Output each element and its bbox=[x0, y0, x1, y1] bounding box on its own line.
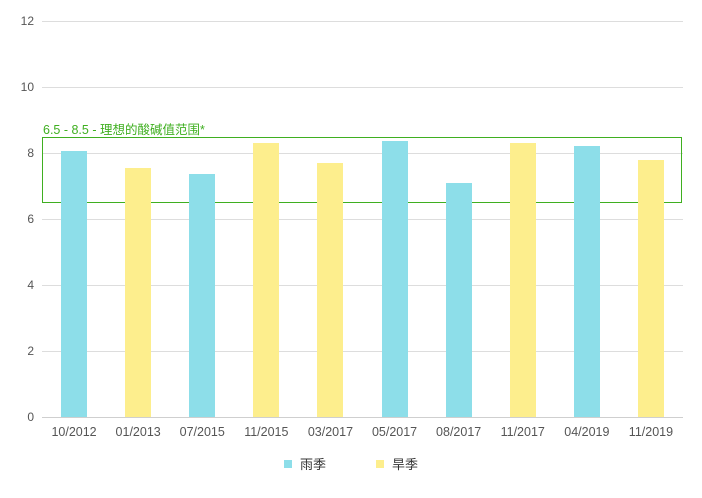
x-axis-line bbox=[42, 417, 683, 418]
y-axis-tick-label: 2 bbox=[27, 343, 34, 358]
y-axis-tick-label: 0 bbox=[27, 409, 34, 424]
x-axis-tick-label: 07/2015 bbox=[179, 425, 225, 439]
legend-label: 雨季 bbox=[299, 457, 326, 472]
bar-dry-season[interactable] bbox=[317, 162, 344, 417]
y-axis-tick-label: 6 bbox=[27, 211, 34, 226]
gridline bbox=[42, 153, 683, 154]
bar-rainy-season[interactable] bbox=[445, 182, 472, 417]
gridline bbox=[42, 87, 683, 88]
gridline bbox=[42, 21, 683, 22]
bar-dry-season[interactable] bbox=[637, 159, 664, 417]
legend-label: 旱季 bbox=[392, 457, 419, 472]
bar-dry-season[interactable] bbox=[509, 143, 536, 417]
y-axis-tick-label: 8 bbox=[27, 145, 34, 160]
gridline bbox=[42, 285, 683, 286]
ideal-ph-range-box bbox=[42, 136, 682, 203]
legend-item-dry-season[interactable]: 旱季 bbox=[376, 454, 418, 473]
bar-rainy-season[interactable] bbox=[189, 174, 216, 417]
bar-rainy-season[interactable] bbox=[381, 141, 408, 417]
x-axis-tick-label: 05/2017 bbox=[371, 425, 418, 439]
bar-rainy-season[interactable] bbox=[573, 146, 600, 417]
y-axis-tick-label: 12 bbox=[20, 13, 34, 28]
ideal-ph-range-label: 6.5 - 8.5 - 理想的酸碱值范围* bbox=[43, 122, 205, 137]
bar-dry-season[interactable] bbox=[253, 143, 280, 417]
bar-dry-season[interactable] bbox=[125, 167, 152, 417]
chart-legend: 雨季 旱季 bbox=[0, 454, 702, 473]
y-axis-tick-label: 10 bbox=[20, 79, 34, 94]
x-axis-tick-label: 03/2017 bbox=[307, 425, 354, 439]
x-axis-tick-label: 11/2015 bbox=[244, 425, 289, 439]
gridline bbox=[42, 219, 683, 220]
x-axis-tick-label: 11/2017 bbox=[500, 425, 545, 439]
bar-rainy-season[interactable] bbox=[61, 151, 88, 417]
legend-swatch-icon bbox=[376, 459, 384, 468]
gridline bbox=[42, 351, 683, 352]
x-axis-tick-label: 11/2019 bbox=[628, 425, 674, 439]
x-axis-tick-label: 10/2012 bbox=[51, 425, 97, 439]
legend-swatch-icon bbox=[283, 459, 292, 468]
y-axis-tick-label: 4 bbox=[27, 277, 34, 292]
x-axis-tick-label: 04/2019 bbox=[564, 425, 610, 439]
legend-item-rainy-season[interactable]: 雨季 bbox=[283, 454, 326, 473]
x-axis-tick-label: 01/2013 bbox=[115, 425, 161, 439]
x-axis-tick-label: 08/2017 bbox=[436, 425, 482, 439]
